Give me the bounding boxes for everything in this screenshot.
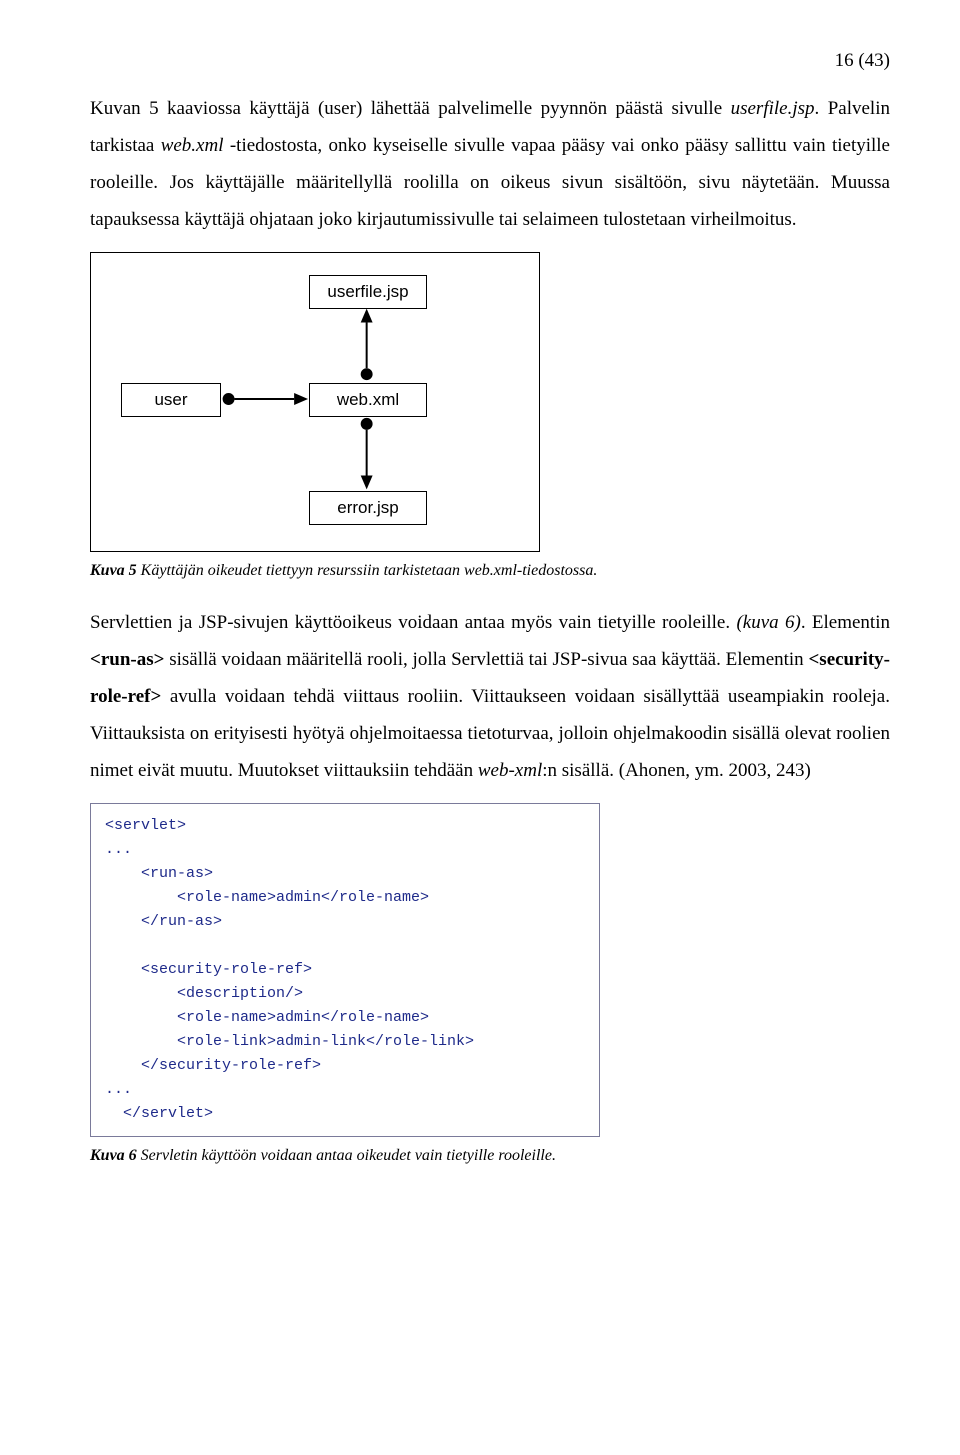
p1-d: web.xml bbox=[161, 135, 224, 156]
p1-b: userfile.jsp bbox=[731, 98, 815, 119]
page-number: 16 (43) bbox=[90, 50, 890, 72]
caption-kuva5: Kuva 5 Käyttäjän oikeudet tiettyyn resur… bbox=[90, 562, 890, 580]
p2-a: Servlettien ja JSP-sivujen käyttöoikeus … bbox=[90, 612, 736, 633]
diagram-kuva5: userfile.jsp user web.xml error.jsp bbox=[90, 252, 540, 552]
node-webxml: web.xml bbox=[309, 383, 427, 417]
paragraph-2: Servlettien ja JSP-sivujen käyttöoikeus … bbox=[90, 604, 890, 789]
p2-e: sisällä voidaan määritellä rooli, jolla … bbox=[164, 649, 808, 670]
node-userfile: userfile.jsp bbox=[309, 275, 427, 309]
caption1-lead: Kuva 5 bbox=[90, 562, 137, 579]
paragraph-1: Kuvan 5 kaaviossa käyttäjä (user) lähett… bbox=[90, 90, 890, 238]
p2-d: <run-as> bbox=[90, 649, 164, 670]
caption2-lead: Kuva 6 bbox=[90, 1147, 137, 1164]
caption-kuva6: Kuva 6 Servletin käyttöön voidaan antaa … bbox=[90, 1147, 890, 1165]
p2-i: :n sisällä. (Ahonen, ym. 2003, 243) bbox=[542, 760, 811, 781]
p2-c: . Elementin bbox=[801, 612, 890, 633]
code-pre: <servlet> ... <run-as> <role-name>admin<… bbox=[105, 814, 585, 1126]
p2-h: web-xml bbox=[478, 760, 542, 781]
code-block-kuva6: <servlet> ... <run-as> <role-name>admin<… bbox=[90, 803, 600, 1137]
p2-b: (kuva 6) bbox=[736, 612, 800, 633]
page: 16 (43) Kuvan 5 kaaviossa käyttäjä (user… bbox=[0, 0, 960, 1229]
node-error: error.jsp bbox=[309, 491, 427, 525]
caption1-rest: Käyttäjän oikeudet tiettyyn resurssiin t… bbox=[137, 562, 598, 579]
caption2-rest: Servletin käyttöön voidaan antaa oikeude… bbox=[137, 1147, 556, 1164]
p1-a: Kuvan 5 kaaviossa käyttäjä (user) lähett… bbox=[90, 98, 731, 119]
node-user: user bbox=[121, 383, 221, 417]
